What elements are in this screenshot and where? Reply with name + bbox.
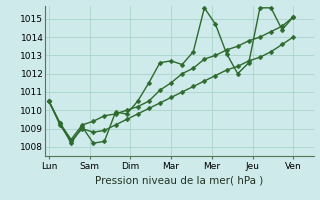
X-axis label: Pression niveau de la mer( hPa ): Pression niveau de la mer( hPa ) [95, 175, 263, 185]
